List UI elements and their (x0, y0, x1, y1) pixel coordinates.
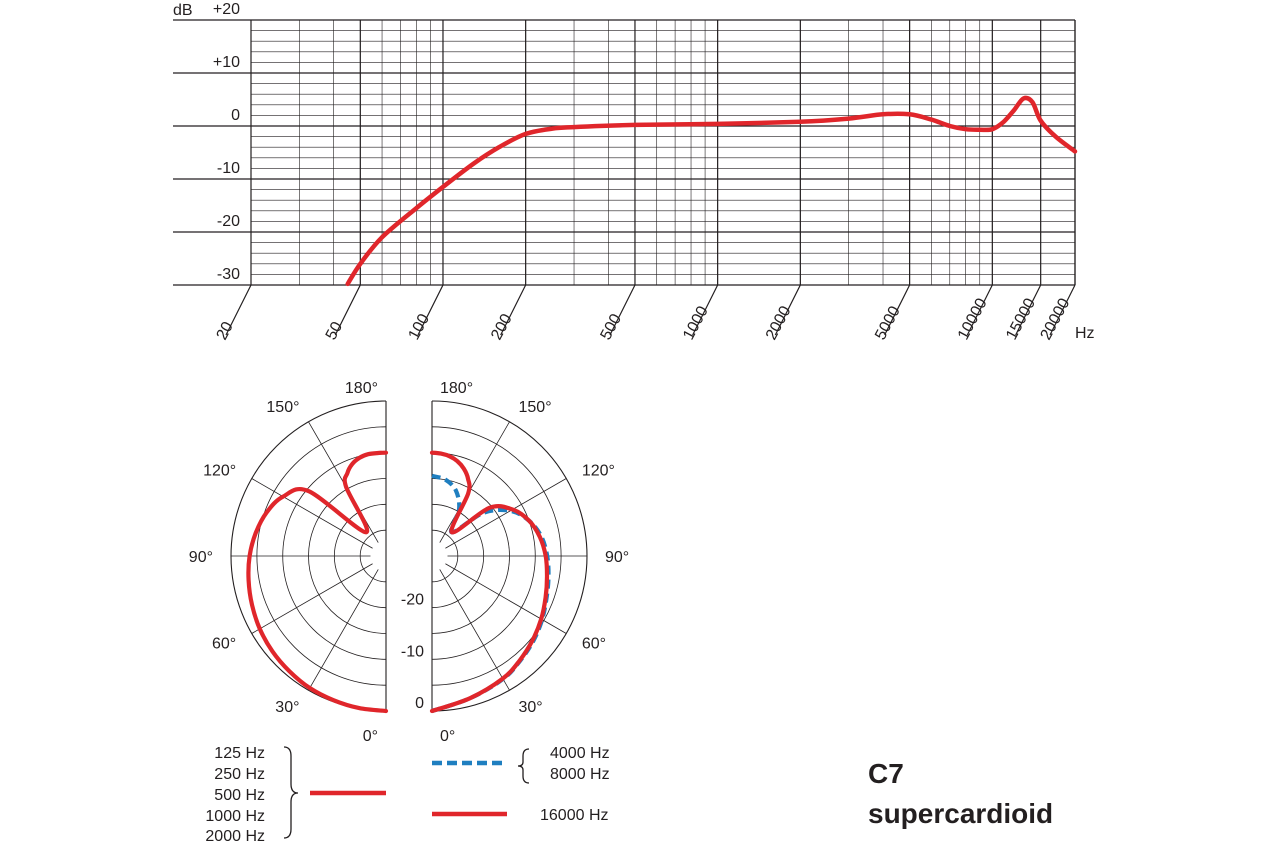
legend-brace-left (517, 748, 530, 784)
polar-ring-label: -20 (401, 592, 424, 609)
x-tick-label: 15000 (1003, 296, 1039, 343)
polar-angle-label: 180° (345, 380, 378, 397)
x-tick-slant (1049, 284, 1076, 336)
polar-ring-label: 0 (415, 695, 424, 712)
x-tick-label: 200 (488, 311, 516, 343)
polar-spoke (251, 563, 373, 634)
x-tick-slant (1015, 284, 1042, 336)
legend-brace-right (283, 746, 299, 839)
polar-spoke (308, 569, 379, 691)
y-tick-label: -10 (217, 160, 240, 177)
y-tick-label: +10 (213, 54, 240, 71)
polar-curve-left-solid-0 (246, 450, 389, 714)
polar-angle-label: 0° (440, 728, 455, 745)
legend-entry-1000hz: 1000 Hz (205, 808, 265, 825)
polar-angle-label: 150° (266, 399, 299, 416)
legend: 125 Hz 250 Hz 500 Hz 1000 Hz 2000 Hz 400… (205, 745, 609, 844)
x-tick-slant (417, 284, 444, 336)
x-unit-label: Hz (1075, 325, 1095, 342)
polar-angle-label: 30° (275, 699, 299, 716)
polar-curve-right-solid-2 (429, 450, 550, 714)
x-tick-slant (884, 284, 911, 336)
polar-angle-label: 150° (519, 399, 552, 416)
polar-angle-label: 60° (212, 636, 236, 653)
legend-entry-125hz: 125 Hz (214, 745, 265, 762)
polar-angle-label: 0° (363, 728, 378, 745)
x-tick-label: 500 (597, 311, 625, 343)
legend-entry-500hz: 500 Hz (214, 787, 265, 804)
x-tick-slant (500, 284, 527, 336)
legend-entry-16000hz: 16000 Hz (540, 807, 609, 824)
model-name: C7 (868, 758, 904, 789)
legend-entry-2000hz: 2000 Hz (205, 828, 265, 844)
x-tick-slant (774, 284, 801, 336)
polar-angle-label: 120° (203, 463, 236, 480)
legend-entry-4000hz: 4000 Hz (550, 745, 610, 762)
y-tick-label: 0 (231, 107, 240, 124)
legend-entry-250hz: 250 Hz (214, 766, 265, 783)
polar-angle-labels: 0° 30° 60° 90° 120° 150° 180° 0° 30° 60° 90° 120° 15… (189, 380, 629, 745)
x-tick-label: 20 (214, 319, 237, 343)
polar-spoke (445, 563, 567, 634)
x-tick-label: 1000 (680, 303, 712, 342)
x-tick-label: 50 (323, 319, 346, 343)
polar-ring-labels: 0 -10 -20 (401, 592, 424, 712)
polar-angle-label: 30° (519, 699, 543, 716)
x-tick-slant (692, 284, 719, 336)
polar-ring-label: -10 (401, 643, 424, 660)
x-tick-label: 5000 (872, 303, 904, 342)
x-tick-label: 10000 (955, 296, 991, 343)
frequency-response-curve (345, 95, 1078, 287)
polar-spoke (439, 569, 510, 691)
polar-pattern-name: supercardioid (868, 798, 1053, 829)
polar-spoke (445, 478, 567, 549)
x-tick-slant (225, 284, 252, 336)
x-tick-label: 20000 (1038, 296, 1074, 343)
polar-angle-label: 180° (440, 380, 473, 397)
polar-spoke (251, 478, 373, 549)
x-tick-label: 100 (406, 311, 434, 343)
frequency-response-grid (173, 19, 1076, 336)
y-unit-label: dB (173, 2, 193, 19)
polar-angle-label: 120° (582, 463, 615, 480)
y-tick-label: -20 (217, 213, 240, 230)
x-tick-slant (966, 284, 993, 336)
x-tick-slant (334, 284, 361, 336)
x-tick-slant (609, 284, 636, 336)
x-tick-label: 2000 (763, 303, 795, 342)
polar-angle-label: 90° (605, 549, 629, 566)
polar-angle-label: 60° (582, 636, 606, 653)
frequency-response-y-tick-labels: +20 +10 0 -10 -20 -30 (213, 1, 240, 283)
polar-curves (246, 450, 551, 714)
legend-entry-8000hz: 8000 Hz (550, 766, 610, 783)
y-tick-label: -30 (217, 266, 240, 283)
y-tick-label: +20 (213, 1, 240, 18)
polar-spoke (439, 421, 510, 543)
polar-angle-label: 90° (189, 549, 213, 566)
